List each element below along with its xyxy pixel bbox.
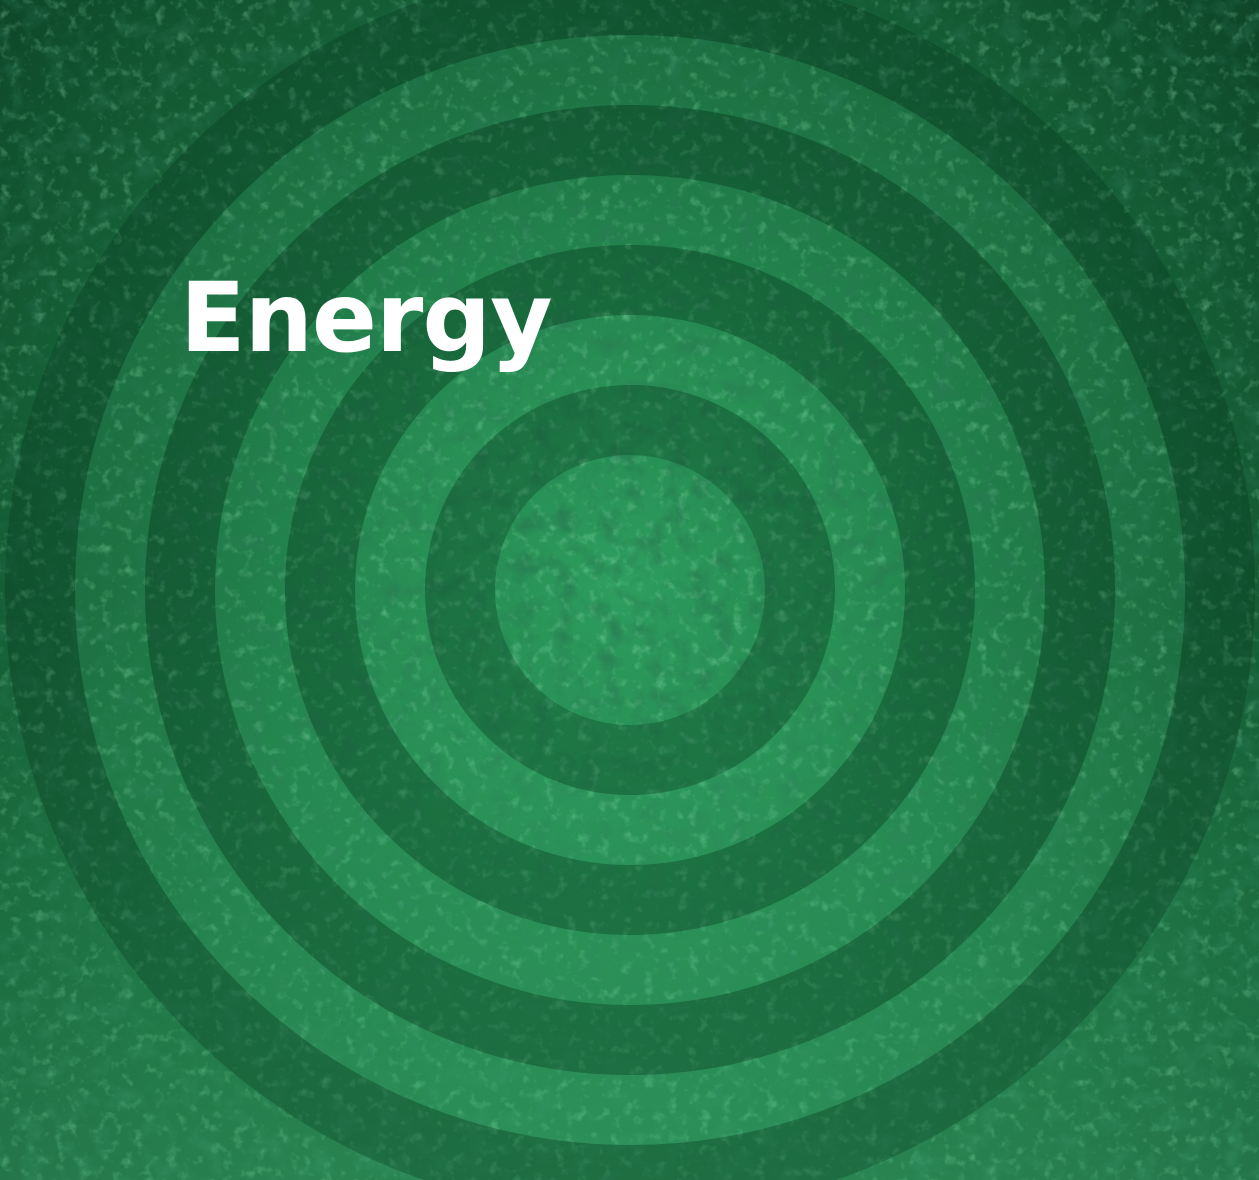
hero-title: Energy xyxy=(180,262,553,374)
